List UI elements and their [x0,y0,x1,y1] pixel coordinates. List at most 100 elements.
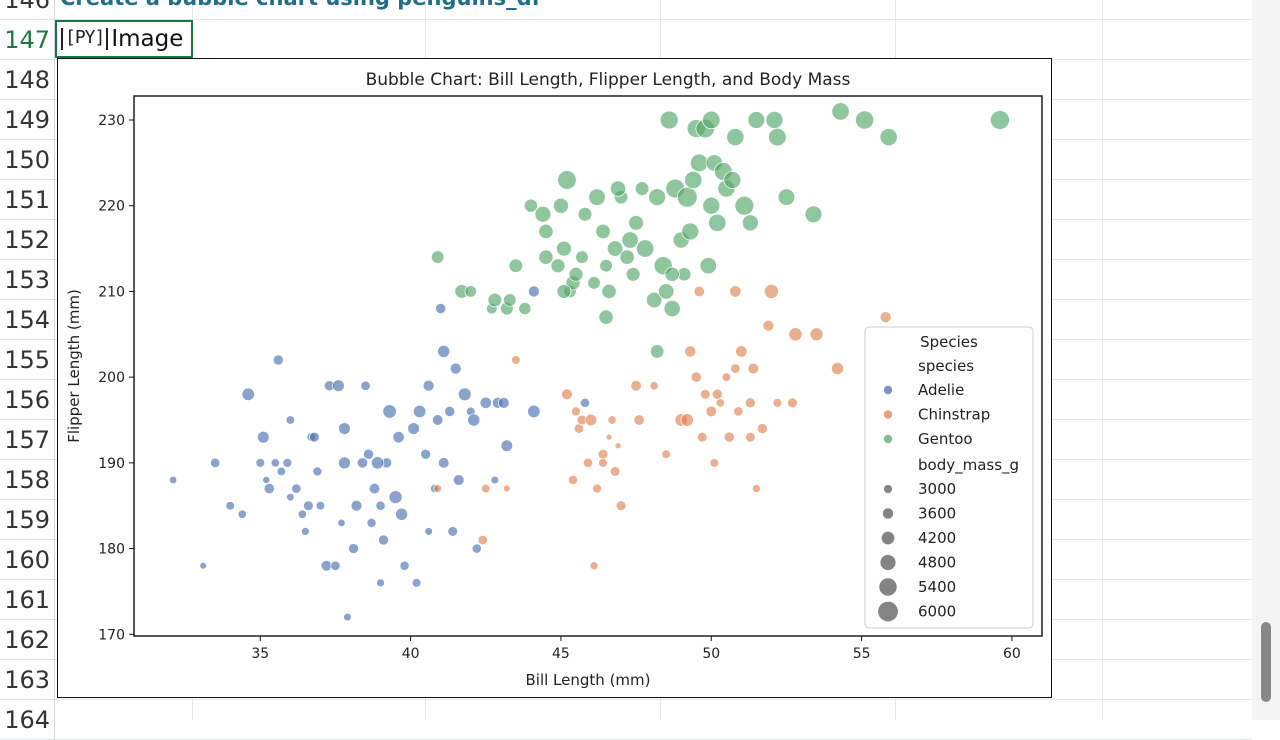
data-point-adelie [309,431,320,443]
title-cell[interactable]: Create a bubble chart using penguins_df [60,0,541,16]
data-point-chinstrap [723,431,735,443]
data-point-adelie [297,509,307,519]
row-header-148[interactable]: 148 [0,60,55,100]
data-point-chinstrap [690,371,702,383]
data-point-adelie [330,560,341,571]
legend-size-marker [882,508,894,519]
row-header-159[interactable]: 159 [0,500,55,540]
data-point-adelie [332,379,345,392]
data-point-gentoo [553,197,569,214]
data-point-adelie [348,543,359,554]
row-divider [55,699,1252,700]
data-point-chinstrap [605,433,613,441]
data-point-adelie [395,507,409,521]
legend-size-label: 4800 [918,554,956,572]
legend-marker-gentoo [883,434,893,444]
data-point-adelie [360,380,371,391]
data-point-gentoo [747,111,766,129]
row-header-150[interactable]: 150 [0,140,55,180]
row-header-147[interactable]: 147 [0,20,55,60]
data-point-adelie [272,354,284,366]
data-point-gentoo [650,344,665,359]
row-header-146[interactable]: 146 [0,0,55,20]
y-tick-label: 190 [98,456,125,472]
data-point-gentoo [831,102,850,121]
scrollbar-thumb[interactable] [1261,622,1271,702]
row-header-155[interactable]: 155 [0,340,55,380]
data-point-gentoo [702,110,721,130]
y-axis-label: Flipper Length (mm) [65,289,83,443]
x-tick-label: 50 [702,646,720,662]
data-point-adelie [338,456,351,470]
data-point-adelie [241,387,255,401]
legend-species-header: species [918,357,974,375]
data-point-adelie [312,466,323,477]
legend-size-marker [879,578,897,596]
row-header-161[interactable]: 161 [0,580,55,620]
row-header-151[interactable]: 151 [0,180,55,220]
data-point-chinstrap [573,423,585,434]
data-point-chinstrap [715,398,725,408]
cell-value: Image [111,26,184,52]
data-point-adelie [437,344,451,358]
data-point-adelie [320,560,333,572]
data-point-adelie [356,457,369,469]
data-point-gentoo [734,195,755,216]
data-point-gentoo [610,180,627,197]
data-point-chinstrap [730,363,741,374]
plot-area-border [133,95,1043,637]
row-header-158[interactable]: 158 [0,460,55,500]
data-point-gentoo [804,205,823,224]
data-point-chinstrap [661,449,671,459]
legend-size-marker [883,484,893,494]
data-point-gentoo [664,266,680,282]
data-point-gentoo [503,293,517,307]
data-point-adelie [424,527,433,536]
data-point-adelie [370,456,385,470]
y-tick-label: 220 [98,199,125,215]
data-point-adelie [303,500,314,512]
data-point-chinstrap [879,311,892,324]
row-header-156[interactable]: 156 [0,380,55,420]
row-header-160[interactable]: 160 [0,540,55,580]
row-header-153[interactable]: 153 [0,260,55,300]
row-header-163[interactable]: 163 [0,660,55,700]
data-point-gentoo [765,111,784,129]
row-header-164[interactable]: 164 [0,700,55,740]
data-point-adelie [270,458,280,468]
data-point-gentoo [690,153,709,173]
data-point-adelie [291,483,302,494]
vertical-scrollbar[interactable] [1252,0,1280,720]
data-point-chinstrap [597,448,609,460]
data-point-adelie [262,476,271,484]
data-point-gentoo [487,292,503,308]
data-point-adelie [338,422,351,435]
row-header-152[interactable]: 152 [0,220,55,260]
x-tick-label: 40 [402,646,420,662]
data-point-chinstrap [481,483,491,494]
data-point-chinstrap [568,475,578,485]
data-point-gentoo [606,240,624,257]
row-header-162[interactable]: 162 [0,620,55,660]
row-header-157[interactable]: 157 [0,420,55,460]
data-point-gentoo [625,266,641,282]
row-header-154[interactable]: 154 [0,300,55,340]
chart-image[interactable]: 35 40 45 50 55 60 170 180 190 200 210 220 230 Bubble… [57,58,1052,698]
data-point-chinstrap [433,484,442,493]
data-point-gentoo [599,259,613,273]
row-divider [55,19,1252,20]
data-point-adelie [422,379,435,392]
data-point-gentoo [699,257,717,275]
data-point-adelie [457,387,472,402]
data-point-gentoo [634,181,650,196]
row-header-149[interactable]: 149 [0,100,55,140]
data-point-chinstrap [592,483,602,494]
data-point-chinstrap [615,500,627,512]
y-tick-label: 180 [98,542,125,558]
data-point-adelie [366,517,377,528]
data-point-gentoo [598,309,614,325]
data-point-adelie [411,578,422,588]
active-python-cell[interactable]: [PY] Image [55,20,193,58]
data-point-chinstrap [693,285,705,298]
data-point-gentoo [855,110,875,130]
